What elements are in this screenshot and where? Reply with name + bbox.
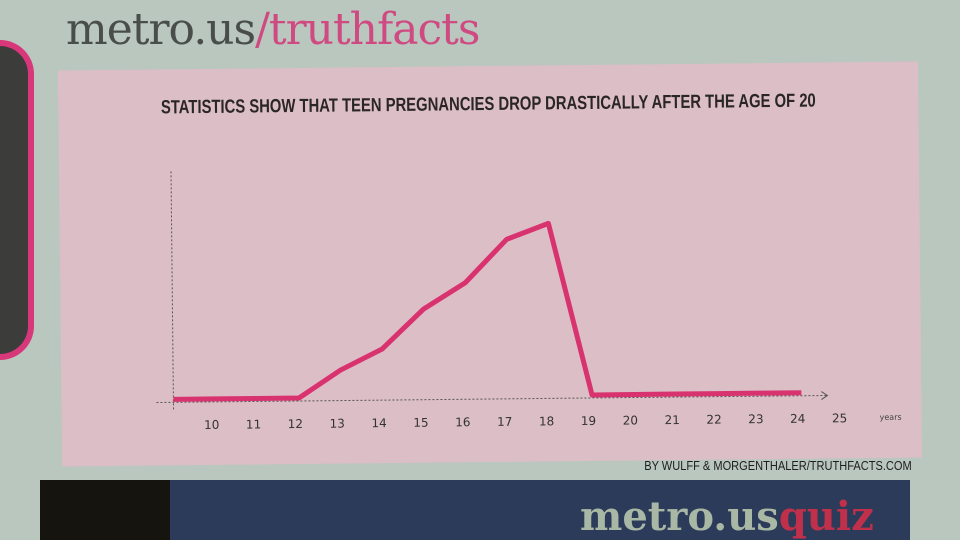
x-tick-label: 13 — [330, 417, 345, 431]
x-tick-label: 10 — [204, 418, 219, 432]
chart-panel: STATISTICS SHOW THAT TEEN PREGNANCIES DR… — [57, 61, 923, 467]
x-tick-label: 23 — [748, 412, 763, 426]
series-line — [173, 220, 802, 402]
quiz-logo: metro.usquiz — [580, 494, 874, 540]
y-axis — [170, 169, 175, 410]
x-axis-arrow — [821, 391, 829, 400]
bottom-banner: metro.usquiz — [40, 480, 910, 540]
masthead-site: metro.us — [66, 4, 256, 55]
credit: BY WULFF & MORGENTHALER/TRUTHFACTS.COM — [644, 458, 912, 473]
masthead: metro.us/truthfacts — [66, 4, 480, 55]
x-tick-label: 12 — [288, 417, 303, 431]
x-tick-label: 25 — [832, 411, 847, 425]
quiz-logo-site: metro.us — [580, 493, 779, 540]
quiz-logo-section: quiz — [778, 493, 874, 540]
x-tick-label: 19 — [581, 414, 596, 428]
x-tick-label: 15 — [413, 416, 428, 430]
x-tick-label: 20 — [623, 413, 638, 427]
x-tick-label: 22 — [706, 413, 721, 427]
x-tick-label: 24 — [790, 412, 805, 426]
x-tick-label: 18 — [539, 414, 554, 428]
x-tick-label: 14 — [371, 416, 386, 430]
x-tick-label: 17 — [497, 415, 512, 429]
x-tick-label: 16 — [455, 415, 470, 429]
decorative-circle — [0, 40, 34, 360]
x-axis-label: years — [880, 413, 902, 422]
x-tick-label: 11 — [246, 417, 261, 431]
masthead-section: /truthfacts — [255, 4, 480, 55]
banner-photo — [40, 480, 170, 540]
chart: 10 11 12 13 14 15 16 17 18 19 20 21 22 23 24 25 years — [156, 169, 902, 432]
x-tick-label: 21 — [664, 413, 679, 427]
